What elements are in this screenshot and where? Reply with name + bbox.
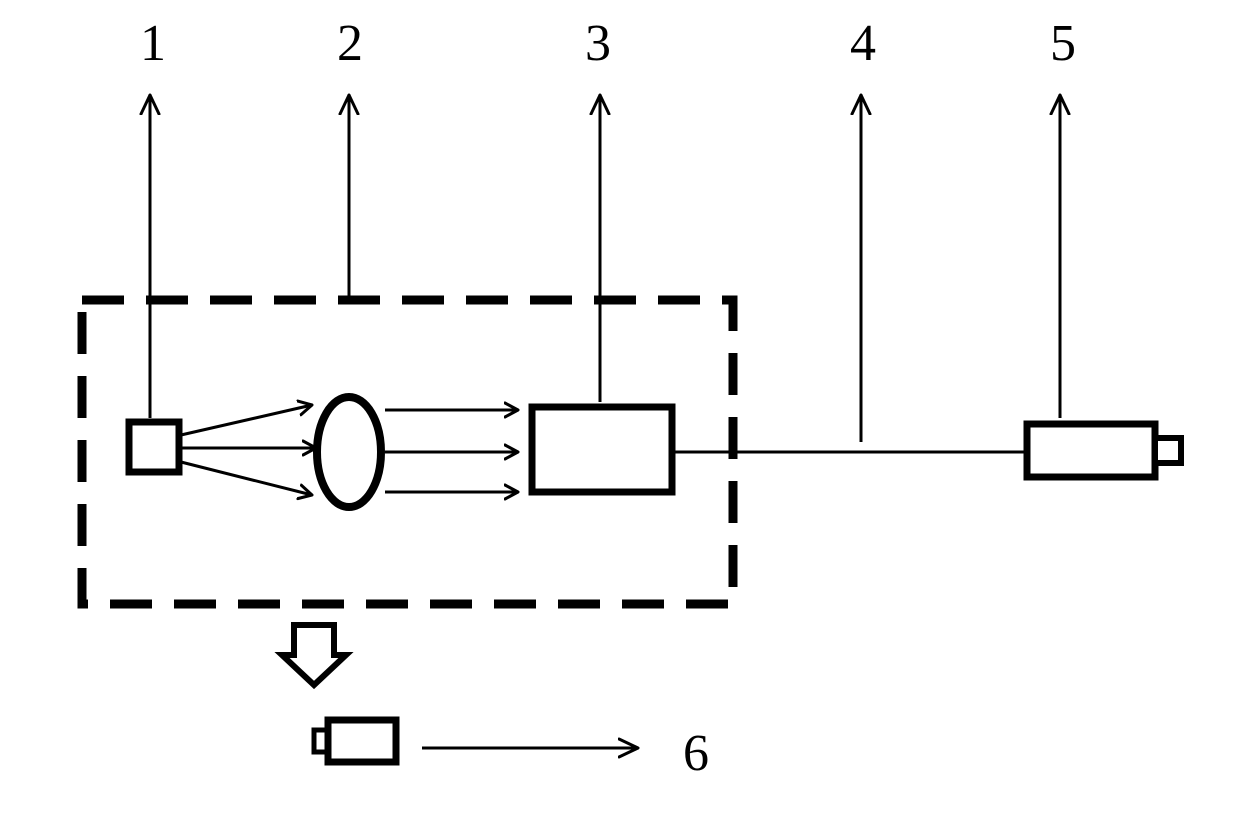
source-box: [129, 422, 179, 472]
connector-body: [1027, 424, 1155, 477]
module-box: [532, 407, 672, 492]
block-arrow-down: [282, 625, 346, 685]
label-5: 5: [1050, 15, 1076, 72]
mini-connector-body: [328, 720, 396, 762]
lens-ellipse: [317, 397, 381, 507]
ray-diverging-2: [181, 462, 312, 495]
label-4: 4: [850, 15, 876, 72]
label-2: 2: [337, 15, 363, 72]
label-6: 6: [683, 725, 709, 782]
ray-diverging-0: [181, 405, 312, 435]
connector-plug: [1155, 438, 1181, 463]
label-1: 1: [140, 15, 166, 72]
label-3: 3: [585, 15, 611, 72]
